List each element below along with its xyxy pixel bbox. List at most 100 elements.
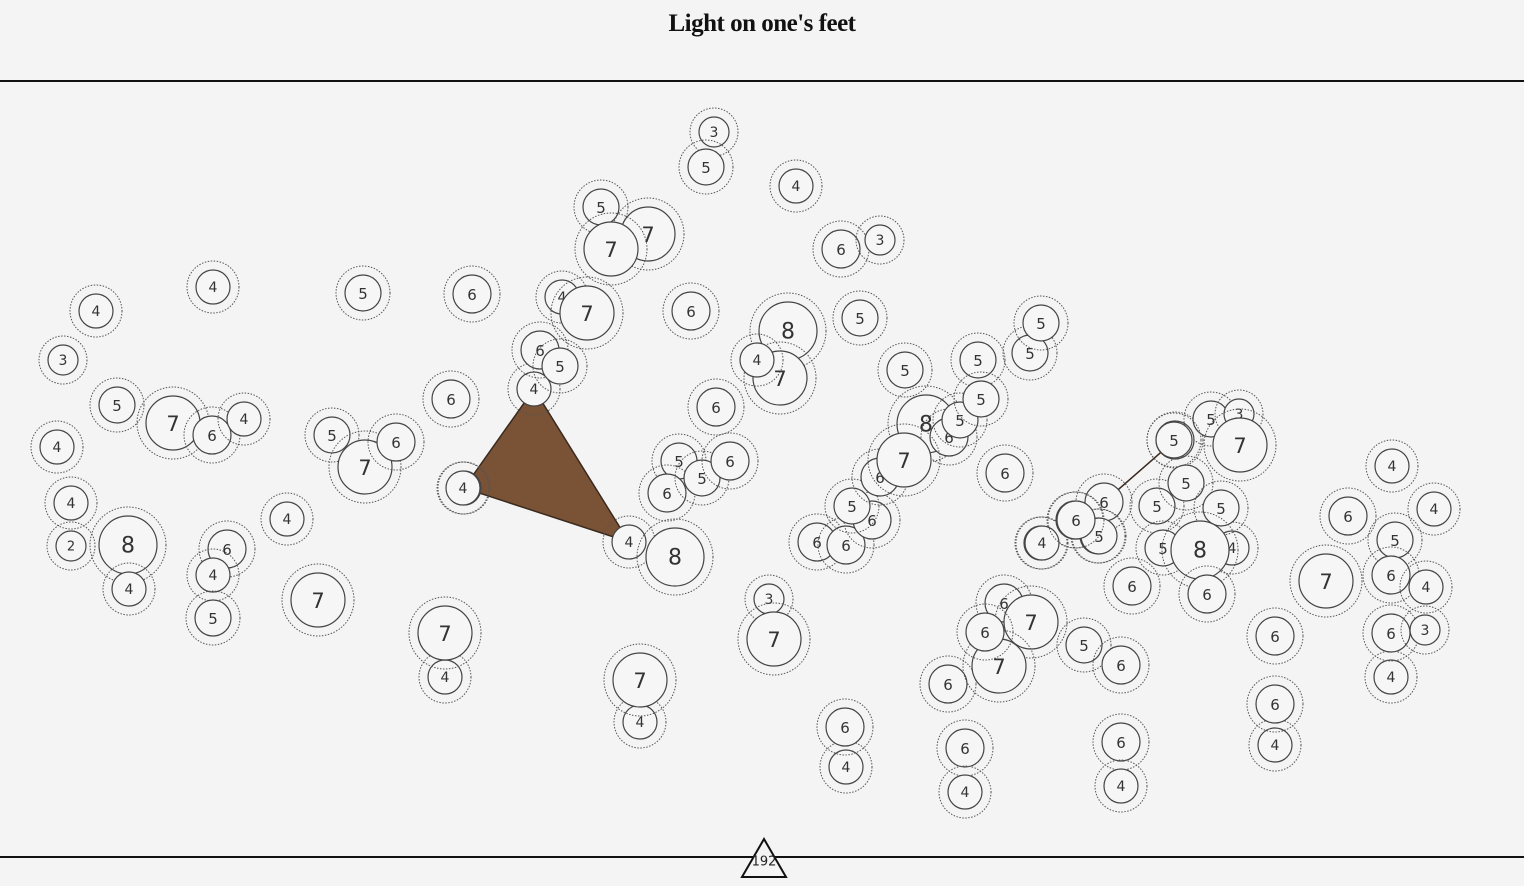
- node-circle[interactable]: [53, 485, 89, 521]
- node-circle[interactable]: [683, 459, 721, 497]
- node-circle[interactable]: [698, 116, 730, 148]
- node-circle[interactable]: [417, 605, 473, 661]
- node-circle[interactable]: [841, 299, 879, 337]
- node-circle[interactable]: [965, 612, 1005, 652]
- node-circle[interactable]: [696, 387, 736, 427]
- node-circle[interactable]: [947, 774, 983, 810]
- node-n16[interactable]: 6: [662, 282, 720, 340]
- node-n104[interactable]: 8: [1161, 511, 1239, 589]
- node-n14[interactable]: 7: [550, 276, 624, 350]
- node-n22[interactable]: 3: [38, 335, 88, 385]
- node-n24[interactable]: 5: [877, 342, 933, 398]
- node-n15[interactable]: 5: [832, 290, 888, 346]
- node-circle[interactable]: [828, 749, 864, 785]
- node-circle[interactable]: [945, 728, 985, 768]
- node-n42[interactable]: 6: [422, 370, 480, 428]
- node-n58[interactable]: 3: [744, 574, 794, 624]
- node-n6[interactable]: 7: [574, 212, 648, 286]
- node-n103[interactable]: 5: [1146, 412, 1202, 468]
- node-circle[interactable]: [833, 487, 871, 525]
- node-circle[interactable]: [290, 572, 346, 628]
- node-n109[interactable]: 6: [1246, 607, 1304, 665]
- node-circle[interactable]: [195, 269, 231, 305]
- node-circle[interactable]: [39, 429, 75, 465]
- node-n113[interactable]: 4: [1015, 516, 1069, 570]
- node-circle[interactable]: [1065, 626, 1103, 664]
- node-circle[interactable]: [1112, 566, 1152, 606]
- node-circle[interactable]: [1024, 525, 1060, 561]
- node-n33[interactable]: 4: [102, 562, 156, 616]
- node-circle[interactable]: [559, 285, 615, 341]
- node-circle[interactable]: [1328, 496, 1368, 536]
- node-circle[interactable]: [1022, 304, 1060, 342]
- node-circle[interactable]: [1416, 491, 1452, 527]
- node-n72[interactable]: 6: [919, 655, 977, 713]
- node-circle[interactable]: [1138, 487, 1176, 525]
- node-n94[interactable]: 6: [1246, 675, 1304, 733]
- node-circle[interactable]: [821, 229, 861, 269]
- node-n60[interactable]: 6: [816, 698, 874, 756]
- node-n31[interactable]: 2: [46, 521, 96, 571]
- node-circle[interactable]: [1155, 421, 1193, 459]
- node-circle[interactable]: [431, 379, 471, 419]
- node-circle[interactable]: [47, 344, 79, 376]
- node-n85[interactable]: 6: [1092, 636, 1150, 694]
- node-n108[interactable]: 7: [1289, 544, 1363, 618]
- node-n64[interactable]: 5: [950, 332, 1006, 388]
- node-n117[interactable]: 4: [436, 461, 490, 515]
- node-n111[interactable]: 4: [1364, 650, 1418, 704]
- node-circle[interactable]: [226, 401, 262, 437]
- node-n11[interactable]: 5: [335, 265, 391, 321]
- node-n90[interactable]: 4: [1248, 718, 1302, 772]
- node-circle[interactable]: [645, 527, 705, 587]
- node-circle[interactable]: [864, 224, 896, 256]
- node-n10[interactable]: 4: [186, 260, 240, 314]
- node-n40[interactable]: 7: [328, 430, 402, 504]
- node-circle[interactable]: [1101, 645, 1141, 685]
- node-n38[interactable]: 7: [281, 563, 355, 637]
- node-n43[interactable]: 4: [418, 650, 472, 704]
- node-n53[interactable]: 6: [817, 516, 875, 574]
- node-circle[interactable]: [344, 274, 382, 312]
- node-n112[interactable]: 4: [1399, 560, 1453, 614]
- node-n97[interactable]: 5: [1158, 455, 1214, 511]
- node-n116[interactable]: 6: [1047, 491, 1105, 549]
- node-circle[interactable]: [583, 221, 639, 277]
- node-circle[interactable]: [111, 571, 147, 607]
- node-circle[interactable]: [962, 380, 1000, 418]
- node-circle[interactable]: [1255, 616, 1295, 656]
- node-n37[interactable]: 4: [260, 492, 314, 546]
- node-circle[interactable]: [1103, 768, 1139, 804]
- node-n36[interactable]: 5: [185, 590, 241, 646]
- node-n88[interactable]: 4: [1094, 759, 1148, 813]
- node-circle[interactable]: [541, 347, 579, 385]
- node-n29[interactable]: 4: [30, 420, 84, 474]
- node-circle[interactable]: [826, 525, 866, 565]
- node-n3[interactable]: 4: [769, 159, 823, 213]
- node-circle[interactable]: [687, 148, 725, 186]
- node-n35[interactable]: 4: [186, 548, 240, 602]
- node-circle[interactable]: [78, 293, 114, 329]
- node-n56[interactable]: 7: [603, 643, 677, 717]
- node-circle[interactable]: [710, 441, 750, 481]
- node-circle[interactable]: [671, 291, 711, 331]
- node-n92[interactable]: 4: [1407, 482, 1461, 536]
- node-n4[interactable]: 5: [573, 179, 629, 235]
- node-n106[interactable]: 6: [1178, 565, 1236, 623]
- node-n21[interactable]: 5: [532, 338, 588, 394]
- node-n23[interactable]: 4: [730, 333, 784, 387]
- node-circle[interactable]: [746, 611, 802, 667]
- node-n59[interactable]: 7: [737, 602, 811, 676]
- node-n46[interactable]: 6: [687, 378, 745, 436]
- node-circle[interactable]: [1298, 553, 1354, 609]
- node-circle[interactable]: [269, 501, 305, 537]
- node-n70[interactable]: 5: [953, 371, 1009, 427]
- node-circle[interactable]: [611, 524, 647, 560]
- node-circle[interactable]: [376, 422, 416, 462]
- node-circle[interactable]: [1408, 569, 1444, 605]
- node-n84[interactable]: 6: [1092, 713, 1150, 771]
- node-n41[interactable]: 6: [367, 413, 425, 471]
- node-n9[interactable]: 4: [69, 284, 123, 338]
- node-circle[interactable]: [1187, 574, 1227, 614]
